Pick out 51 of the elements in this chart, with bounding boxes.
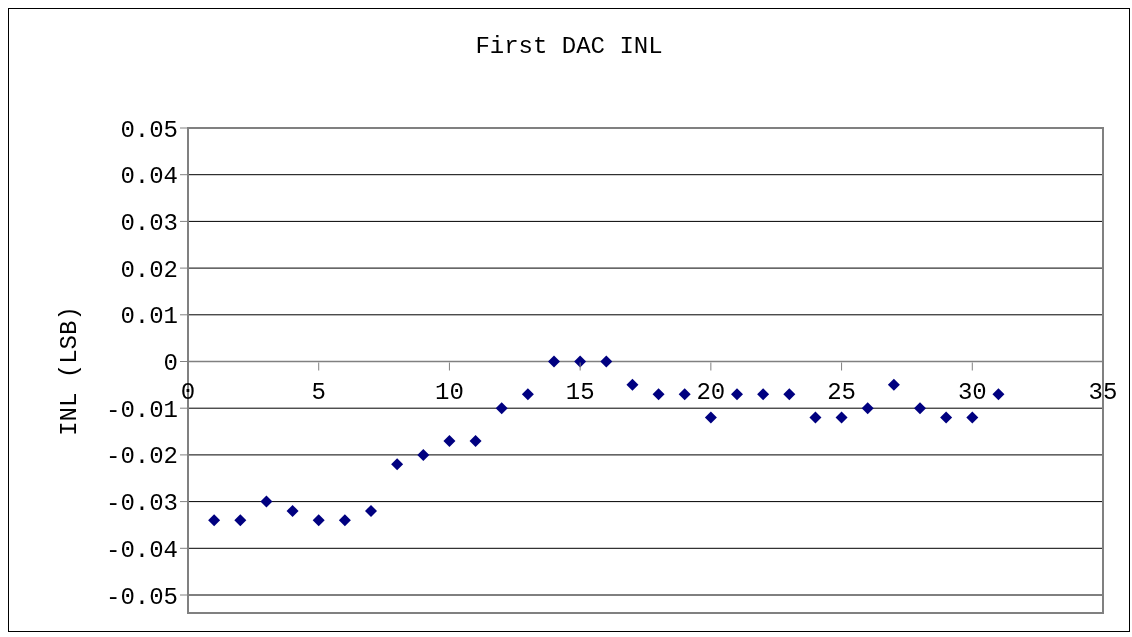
- point: [365, 504, 377, 517]
- point: [757, 388, 770, 401]
- point: [992, 388, 1005, 401]
- y-tick-label: 0.04: [120, 163, 178, 191]
- point: [338, 514, 351, 527]
- point: [208, 514, 221, 527]
- point: [286, 504, 299, 517]
- y-tick-label: -0.02: [105, 443, 178, 471]
- y-tick-label: -0.03: [105, 490, 178, 518]
- point: [809, 411, 822, 424]
- y-tick-label: -0.04: [105, 536, 178, 564]
- x-tick-label: 20: [696, 378, 726, 406]
- y-tick-label: -0.05: [105, 583, 178, 611]
- y-tick-label: 0.02: [120, 256, 178, 284]
- x-tick-label: 30: [957, 378, 987, 406]
- y-tick-label: -0.01: [105, 396, 178, 424]
- point: [704, 411, 717, 424]
- x-tick-label: 25: [827, 378, 856, 406]
- point: [731, 388, 743, 401]
- point: [887, 378, 900, 391]
- point: [914, 402, 926, 415]
- point: [417, 448, 430, 461]
- point: [469, 434, 482, 447]
- point: [783, 388, 796, 401]
- chart-title: First DAC INL: [474, 33, 664, 60]
- x-tick-label: 0: [180, 378, 196, 406]
- x-tick-label: 15: [565, 378, 595, 406]
- y-axis-title: INL (LSB): [55, 305, 83, 436]
- point: [312, 514, 325, 527]
- x-tick-label: 35: [1088, 378, 1118, 406]
- point: [521, 388, 534, 401]
- point: [652, 388, 665, 401]
- point: [495, 402, 508, 415]
- x-tick-label: 10: [435, 378, 464, 406]
- point: [600, 355, 613, 368]
- y-tick-label: 0.05: [120, 116, 178, 144]
- point: [835, 411, 848, 424]
- y-tick-label: 0.01: [120, 303, 178, 331]
- point: [626, 378, 639, 391]
- y-tick-label: 0.03: [120, 209, 178, 237]
- point: [443, 434, 456, 447]
- point: [861, 402, 874, 415]
- point: [966, 411, 979, 424]
- point: [234, 514, 247, 527]
- x-tick-label: 5: [311, 378, 326, 406]
- y-tick-label: 0: [163, 350, 178, 378]
- point: [260, 495, 273, 508]
- point: [548, 355, 560, 368]
- point: [391, 458, 404, 471]
- point: [678, 388, 691, 401]
- point: [940, 411, 953, 424]
